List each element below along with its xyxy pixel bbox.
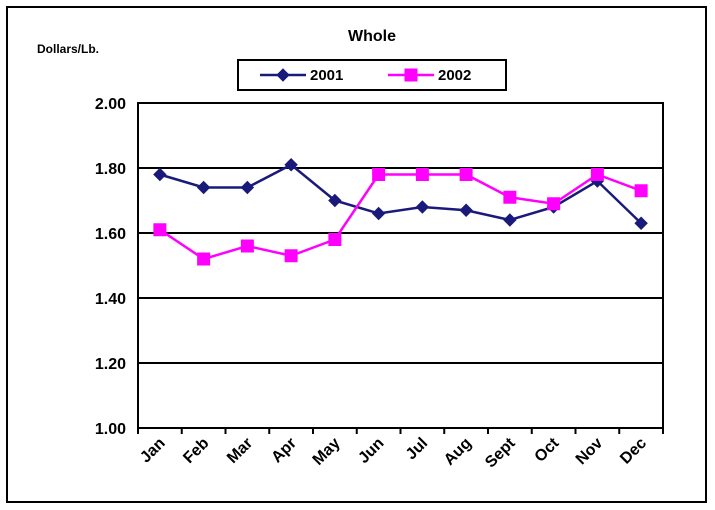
data-point bbox=[634, 184, 648, 198]
data-point bbox=[415, 200, 430, 214]
y-tick-label: 1.20 bbox=[95, 356, 126, 373]
y-tick-label: 2.00 bbox=[95, 96, 126, 113]
y-axis: 1.00 1.20 1.40 1.60 1.80 2.00 bbox=[95, 96, 126, 438]
data-point bbox=[459, 203, 473, 217]
legend-label: 2001 bbox=[310, 67, 343, 84]
data-point bbox=[197, 252, 211, 266]
data-point bbox=[284, 158, 298, 172]
grid bbox=[138, 102, 663, 429]
series-line bbox=[159, 173, 642, 261]
line-chart: Whole Dollars/Lb. 2001 2002 1.001.201.401… bbox=[37, 28, 664, 471]
data-point bbox=[371, 206, 386, 221]
y-axis-label: Dollars/Lb. bbox=[37, 42, 99, 56]
series-2001 bbox=[153, 158, 648, 230]
x-tick-label: Oct bbox=[532, 434, 563, 465]
y-tick-label: 1.60 bbox=[95, 226, 126, 243]
data-point bbox=[196, 180, 211, 195]
x-tick-label: Mar bbox=[224, 435, 256, 467]
legend-label: 2002 bbox=[438, 67, 471, 84]
legend-marker bbox=[276, 68, 290, 82]
x-tick-label: May bbox=[310, 435, 344, 469]
data-point bbox=[459, 168, 473, 181]
legend-entry: 2002 bbox=[388, 67, 471, 84]
plot-border bbox=[137, 102, 664, 429]
data-point bbox=[328, 193, 342, 208]
x-axis: Jan Feb Mar Apr May Jun Jul Aug Sept Oct Nov Dec bbox=[137, 428, 664, 471]
x-tick-label: Dec bbox=[617, 435, 650, 468]
x-tick-label: Sept bbox=[482, 434, 519, 471]
x-tick-label: Jul bbox=[403, 435, 431, 463]
legend-marker bbox=[404, 68, 418, 82]
x-tick-label: Nov bbox=[573, 435, 606, 468]
data-point bbox=[634, 216, 648, 230]
y-tick-label: 1.40 bbox=[95, 291, 126, 308]
data-point bbox=[503, 190, 517, 204]
data-point bbox=[240, 180, 255, 195]
y-tick-label: 1.80 bbox=[95, 161, 126, 178]
data-point bbox=[153, 167, 167, 182]
data-point bbox=[284, 249, 298, 263]
x-tick-label: Jan bbox=[137, 435, 169, 467]
legend-entry: 2001 bbox=[260, 67, 343, 84]
data-point bbox=[240, 239, 254, 253]
series-2002 bbox=[153, 168, 648, 266]
data-point bbox=[415, 168, 429, 181]
x-tick-label: Jun bbox=[355, 435, 387, 467]
legend: 2001 2002 bbox=[237, 59, 507, 91]
x-tick-label: Apr bbox=[268, 435, 300, 467]
y-tick-label: 1.00 bbox=[95, 421, 126, 438]
data-point bbox=[372, 168, 386, 181]
data-point bbox=[503, 213, 517, 227]
x-tick-label: Feb bbox=[180, 435, 212, 467]
data-point bbox=[590, 168, 604, 181]
series-group bbox=[153, 158, 648, 266]
chart-title: Whole bbox=[348, 28, 396, 45]
data-point bbox=[328, 233, 342, 246]
x-tick-label: Aug bbox=[441, 435, 475, 469]
plot-area bbox=[137, 102, 664, 429]
series-line bbox=[159, 163, 642, 225]
data-point bbox=[547, 197, 561, 211]
chart-frame: Whole Dollars/Lb. 2001 2002 1.00 1.20 1.40 1… bbox=[6, 6, 707, 503]
data-point bbox=[153, 223, 167, 237]
